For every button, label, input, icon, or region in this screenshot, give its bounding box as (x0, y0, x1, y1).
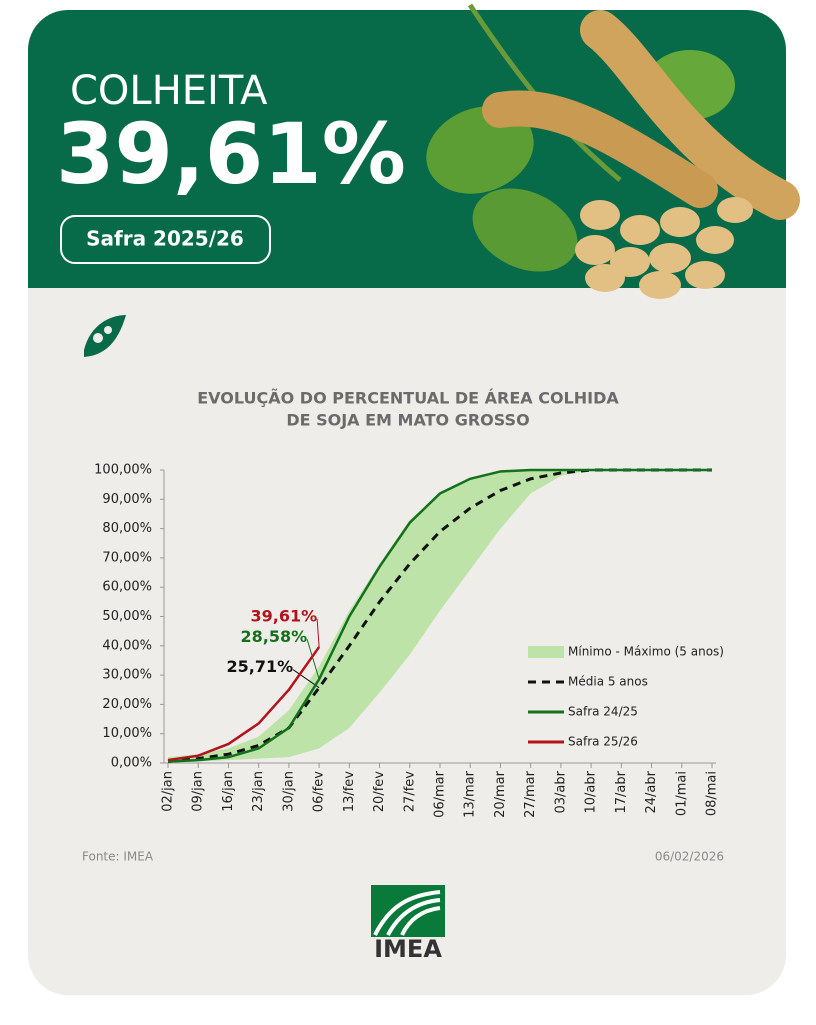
x-tick-label: 01/mai (674, 771, 689, 816)
line (167, 468, 712, 763)
x-tick-label: 20/fev (372, 771, 387, 812)
x-tick-label: 09/jan (191, 771, 206, 812)
logo (371, 885, 445, 937)
y-tick-label: 10,00% (102, 726, 152, 741)
x-tick-label: 30/jan (281, 771, 296, 812)
badge: Safra 2025/26 (86, 227, 244, 251)
y-tick-label: 30,00% (102, 668, 152, 683)
data-label: 28,58% (240, 627, 307, 646)
x-tick-label: 08/mai (705, 771, 720, 816)
y-tick-label: 40,00% (102, 638, 152, 653)
legend-label: Safra 25/26 (568, 735, 638, 749)
legend-label: Média 5 anos (568, 675, 648, 689)
x-tick-label: 13/fev (342, 771, 357, 812)
x-tick-label: 06/fev (312, 771, 327, 812)
range-area (168, 470, 712, 763)
data-label: 25,71% (226, 657, 293, 676)
soy-icon (84, 315, 126, 357)
x-tick-label: 02/jan (161, 771, 176, 812)
x-tick-label: 03/abr (553, 770, 568, 813)
y-tick-label: 60,00% (102, 580, 152, 595)
badge-box (60, 215, 271, 264)
x-tick-label: 06/mar (433, 770, 448, 818)
logo-text: IMEA (374, 935, 442, 963)
x-tick-label: 27/fev (402, 771, 417, 812)
y-tick-label: 20,00% (102, 697, 152, 712)
source: Fonte: IMEA (82, 850, 154, 864)
legend-label: Safra 24/25 (568, 705, 638, 719)
line (167, 646, 321, 762)
leader-line (306, 639, 320, 680)
date: 06/02/2026 (655, 850, 724, 864)
x-tick-label: 20/mar (493, 770, 508, 818)
x-tick-label: 24/abr (644, 770, 659, 813)
x-tick-label: 16/jan (221, 771, 236, 812)
data-label: 39,61% (250, 606, 317, 625)
header-value: 39,61% (56, 105, 406, 203)
chart-title: EVOLUÇÃO DO PERCENTUAL DE ÁREA COLHIDA (197, 389, 619, 408)
x-tick-label: 13/mar (463, 770, 478, 818)
legend-label: Mínimo - Máximo (5 anos) (568, 645, 724, 659)
legend-swatch (528, 646, 564, 658)
header-label: COLHEITA (70, 68, 268, 114)
y-tick-label: 90,00% (102, 492, 152, 507)
soy-illustration (426, 3, 800, 299)
x-tick-label: 23/jan (251, 771, 266, 812)
y-tick-label: 0,00% (111, 756, 152, 771)
x-tick-label: 10/abr (584, 770, 599, 813)
y-tick-label: 80,00% (102, 521, 152, 536)
leader-line (316, 618, 320, 647)
y-tick-label: 100,00% (94, 463, 152, 478)
x-tick-label: 27/mar (523, 770, 538, 818)
x-tick-label: 17/abr (614, 770, 629, 813)
chart-title: DE SOJA EM MATO GROSSO (286, 411, 529, 430)
y-tick-label: 50,00% (102, 609, 152, 624)
y-tick-label: 70,00% (102, 550, 152, 565)
